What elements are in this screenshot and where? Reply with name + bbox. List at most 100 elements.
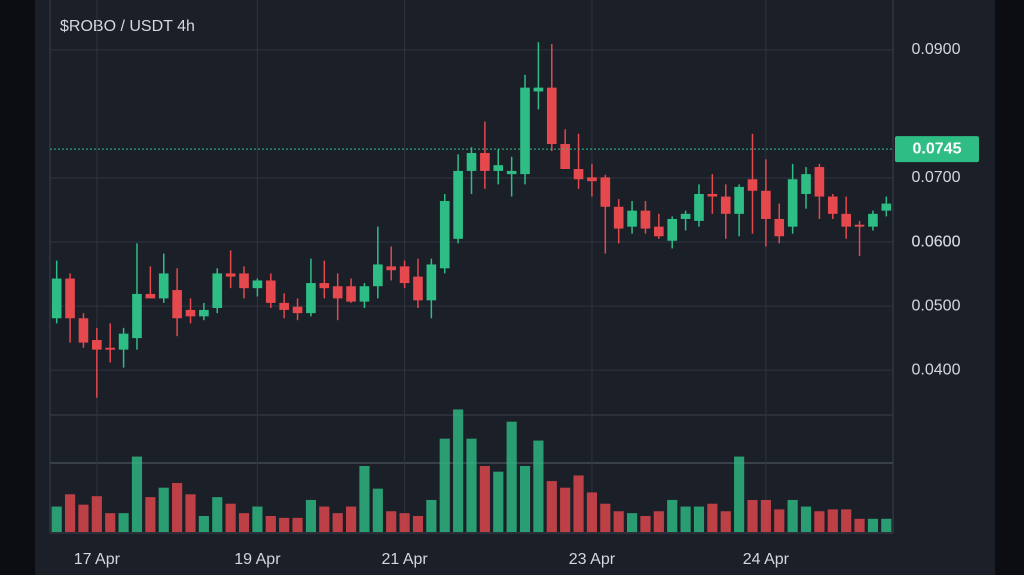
volume-bar bbox=[131, 456, 143, 532]
last-price-badge bbox=[895, 136, 979, 163]
volume-bar bbox=[560, 487, 571, 532]
volume-bar bbox=[252, 506, 263, 532]
volume-bar bbox=[105, 513, 116, 532]
candle-body bbox=[827, 196, 838, 214]
volume-bar bbox=[693, 506, 705, 532]
volume-bar bbox=[225, 503, 236, 532]
candle-body bbox=[172, 290, 182, 319]
volume-bar bbox=[881, 518, 892, 532]
x-tick-label: 21 Apr bbox=[381, 551, 428, 568]
candle-body bbox=[105, 347, 116, 350]
volume-bar bbox=[613, 511, 624, 532]
volume-bar bbox=[626, 513, 638, 532]
volume-bar bbox=[453, 409, 464, 532]
candle-body bbox=[480, 152, 490, 171]
candle-body bbox=[707, 193, 718, 197]
candle-body bbox=[439, 201, 450, 269]
volume-bar bbox=[653, 511, 664, 532]
volume-bar bbox=[185, 494, 196, 532]
volume-bar bbox=[279, 517, 290, 532]
volume-bar bbox=[854, 518, 865, 532]
volume-bar bbox=[172, 482, 183, 532]
volume-bar bbox=[506, 421, 517, 532]
candle-body bbox=[185, 309, 196, 317]
candle-body bbox=[533, 87, 544, 92]
x-tick-label: 24 Apr bbox=[743, 551, 790, 568]
candle-body bbox=[145, 293, 156, 299]
volume-bar bbox=[667, 499, 678, 532]
candle-body bbox=[399, 266, 410, 284]
candle-body bbox=[801, 174, 811, 194]
candle-body bbox=[493, 165, 504, 171]
candle-body bbox=[573, 169, 584, 180]
candle-body bbox=[747, 179, 758, 191]
candle-body bbox=[640, 210, 651, 229]
y-tick-label: 0.0700 bbox=[912, 169, 961, 186]
candle-body bbox=[881, 203, 892, 211]
volume-bar bbox=[345, 506, 357, 532]
volume-bar bbox=[800, 506, 812, 532]
volume-bar bbox=[238, 513, 250, 532]
volume-bar bbox=[827, 509, 838, 532]
candle-body bbox=[466, 152, 477, 171]
candle-body bbox=[546, 87, 557, 145]
candle-body bbox=[306, 283, 316, 314]
volume-bar bbox=[386, 511, 397, 532]
candle-body bbox=[774, 218, 785, 237]
candle-body bbox=[734, 186, 744, 214]
volume-bar bbox=[145, 497, 156, 532]
volume-bar bbox=[319, 506, 330, 532]
candle-body bbox=[720, 196, 731, 214]
last-price-label: 0.0745 bbox=[913, 140, 962, 157]
volume-bar bbox=[78, 504, 89, 532]
candle-body bbox=[854, 224, 865, 227]
candle-body bbox=[654, 226, 664, 237]
volume-bar bbox=[640, 515, 651, 532]
volume-bar bbox=[519, 466, 531, 532]
candle-body bbox=[92, 340, 102, 350]
x-tick-label: 19 Apr bbox=[234, 551, 281, 568]
candle-body bbox=[453, 170, 463, 239]
volume-bar bbox=[760, 499, 771, 532]
candle-body bbox=[346, 286, 356, 302]
candle-body bbox=[787, 179, 798, 227]
volume-bar bbox=[305, 499, 317, 532]
volume-bar bbox=[212, 497, 223, 532]
candle-body bbox=[78, 318, 89, 343]
candle-body bbox=[118, 333, 129, 350]
volume-bar bbox=[600, 503, 611, 532]
volume-bar bbox=[493, 471, 504, 532]
volume-bar bbox=[479, 466, 490, 532]
volume-bar bbox=[533, 440, 544, 532]
y-tick-label: 0.0600 bbox=[912, 233, 961, 250]
candle-body bbox=[292, 306, 303, 314]
candle-body bbox=[613, 206, 624, 229]
volume-bar bbox=[814, 511, 825, 532]
candle-body bbox=[359, 286, 370, 302]
volume-bar bbox=[841, 509, 852, 532]
candle-body bbox=[252, 280, 263, 289]
volume-bar bbox=[265, 515, 276, 532]
candle-body bbox=[841, 213, 851, 227]
candle-body bbox=[373, 264, 383, 287]
candle-body bbox=[600, 177, 611, 207]
candle-body bbox=[199, 309, 209, 317]
volume-bar bbox=[51, 506, 62, 532]
candle-body bbox=[667, 218, 678, 241]
candle-body bbox=[426, 264, 437, 301]
volume-bar bbox=[292, 517, 303, 532]
volume-bar bbox=[720, 511, 731, 532]
y-tick-label: 0.0600 bbox=[912, 233, 961, 250]
candle-body bbox=[627, 210, 637, 227]
volume-bar bbox=[332, 513, 343, 532]
volume-bar bbox=[64, 494, 76, 532]
candle-body bbox=[814, 167, 825, 197]
y-tick-label: 0.0500 bbox=[912, 297, 961, 314]
y-tick-label: 0.0400 bbox=[912, 361, 961, 378]
candle-body bbox=[868, 213, 878, 227]
volume-bar bbox=[546, 481, 557, 532]
candle-body bbox=[65, 278, 75, 319]
candle-body bbox=[386, 266, 397, 271]
candle-body bbox=[265, 280, 276, 303]
